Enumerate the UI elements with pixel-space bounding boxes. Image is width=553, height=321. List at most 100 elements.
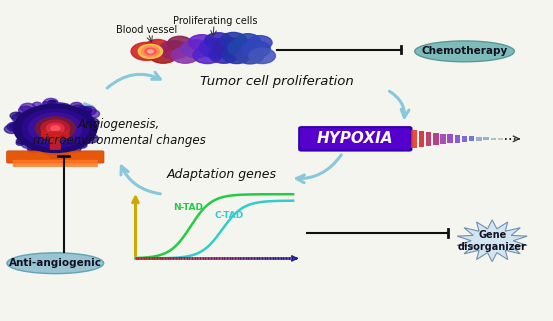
- Circle shape: [16, 138, 26, 144]
- Circle shape: [28, 142, 34, 145]
- Circle shape: [53, 148, 65, 155]
- Polygon shape: [457, 220, 527, 262]
- Circle shape: [38, 146, 48, 152]
- Circle shape: [56, 103, 71, 112]
- Circle shape: [36, 110, 43, 114]
- Text: Anti-angiogenic: Anti-angiogenic: [9, 258, 102, 268]
- Circle shape: [53, 149, 62, 155]
- Circle shape: [220, 32, 247, 48]
- Circle shape: [81, 106, 96, 115]
- FancyBboxPatch shape: [44, 132, 67, 135]
- Circle shape: [168, 36, 192, 50]
- Circle shape: [189, 35, 215, 50]
- Circle shape: [65, 106, 71, 110]
- Circle shape: [27, 145, 41, 153]
- Circle shape: [84, 120, 90, 124]
- Text: HYPOXIA: HYPOXIA: [317, 131, 394, 146]
- Text: N-TAD: N-TAD: [173, 203, 203, 212]
- Text: Adaptation genes: Adaptation genes: [166, 169, 276, 181]
- Circle shape: [21, 135, 35, 143]
- Bar: [440, 134, 446, 144]
- Circle shape: [46, 123, 64, 134]
- Circle shape: [61, 145, 75, 153]
- Circle shape: [51, 126, 60, 131]
- Text: Gene
disorganizer: Gene disorganizer: [458, 230, 526, 252]
- Circle shape: [82, 108, 92, 113]
- Circle shape: [33, 107, 44, 113]
- Circle shape: [16, 113, 24, 117]
- Circle shape: [213, 38, 246, 57]
- Circle shape: [86, 110, 100, 118]
- Circle shape: [18, 118, 29, 125]
- Circle shape: [205, 33, 232, 49]
- Circle shape: [82, 139, 90, 143]
- Circle shape: [149, 47, 177, 63]
- Circle shape: [53, 103, 66, 110]
- Text: Tumor cell proliferation: Tumor cell proliferation: [200, 75, 353, 88]
- Circle shape: [10, 122, 25, 131]
- Bar: [498, 138, 503, 140]
- FancyBboxPatch shape: [64, 130, 70, 138]
- Circle shape: [65, 143, 71, 147]
- Text: Proliferating cells: Proliferating cells: [174, 16, 258, 26]
- Text: Blood vessel: Blood vessel: [116, 25, 177, 36]
- Ellipse shape: [415, 41, 514, 62]
- Circle shape: [4, 125, 19, 134]
- Circle shape: [58, 143, 68, 150]
- Circle shape: [46, 151, 53, 154]
- Circle shape: [31, 144, 43, 151]
- Circle shape: [30, 108, 36, 111]
- Circle shape: [22, 109, 88, 148]
- Circle shape: [236, 48, 264, 64]
- Circle shape: [145, 48, 156, 55]
- Circle shape: [17, 122, 26, 128]
- Bar: [426, 132, 431, 146]
- Circle shape: [84, 119, 92, 124]
- Circle shape: [12, 114, 27, 122]
- Circle shape: [235, 34, 260, 48]
- Ellipse shape: [7, 253, 104, 273]
- Circle shape: [248, 36, 272, 50]
- Circle shape: [193, 47, 222, 64]
- Circle shape: [30, 143, 45, 152]
- Circle shape: [70, 112, 79, 117]
- Circle shape: [131, 42, 162, 60]
- Bar: [483, 137, 489, 140]
- Circle shape: [43, 147, 52, 152]
- Circle shape: [77, 143, 87, 148]
- Circle shape: [171, 47, 199, 63]
- Circle shape: [43, 150, 50, 154]
- FancyBboxPatch shape: [299, 127, 411, 151]
- Circle shape: [20, 103, 35, 112]
- Circle shape: [38, 147, 46, 152]
- Circle shape: [72, 108, 79, 112]
- Bar: [491, 138, 496, 140]
- Circle shape: [80, 122, 93, 130]
- Circle shape: [209, 46, 239, 63]
- Circle shape: [22, 111, 35, 119]
- Circle shape: [30, 140, 38, 144]
- Circle shape: [67, 143, 75, 147]
- Circle shape: [74, 112, 80, 115]
- Circle shape: [11, 124, 17, 127]
- Circle shape: [50, 100, 58, 105]
- Circle shape: [80, 122, 95, 131]
- FancyBboxPatch shape: [50, 131, 61, 150]
- Bar: [411, 130, 417, 148]
- Circle shape: [82, 111, 91, 116]
- Circle shape: [47, 149, 62, 158]
- Circle shape: [23, 116, 34, 123]
- Bar: [447, 134, 453, 143]
- Bar: [476, 137, 482, 141]
- Circle shape: [19, 120, 27, 125]
- Circle shape: [242, 41, 270, 57]
- Bar: [433, 133, 439, 145]
- Text: C-TAD: C-TAD: [215, 211, 244, 220]
- Circle shape: [71, 105, 85, 113]
- Circle shape: [37, 143, 52, 152]
- Circle shape: [44, 98, 58, 107]
- Circle shape: [45, 108, 51, 112]
- FancyBboxPatch shape: [7, 151, 104, 163]
- Circle shape: [148, 50, 153, 53]
- Circle shape: [142, 46, 159, 56]
